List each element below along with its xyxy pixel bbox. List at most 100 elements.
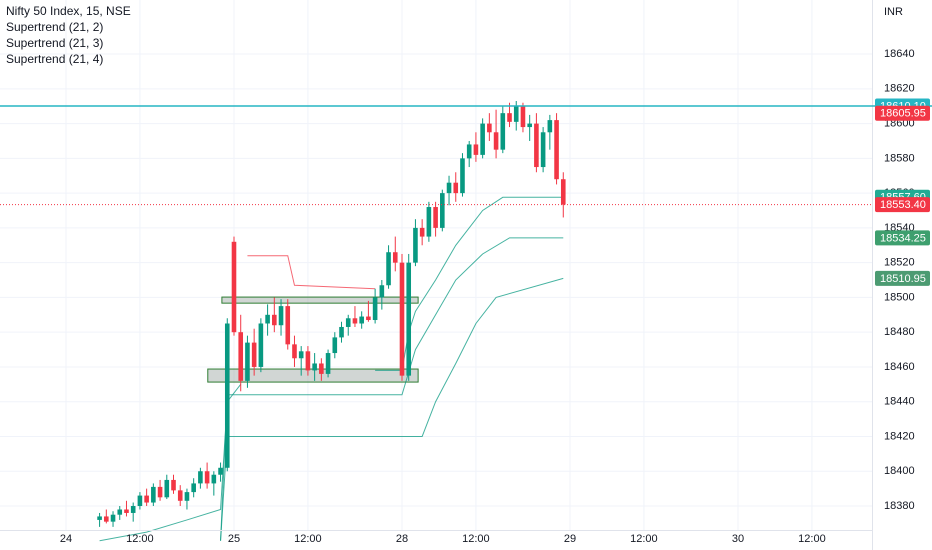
candle-body (419, 227, 425, 237)
candle-body (238, 332, 244, 381)
candle-body (312, 363, 317, 371)
x-tick-label: 12:00 (630, 533, 658, 545)
supertrend-line (247, 255, 376, 290)
candle-body (339, 326, 344, 338)
candle-body (426, 207, 432, 237)
y-tick-label: 18640 (884, 48, 915, 60)
candle-body (466, 144, 472, 159)
candle-body (157, 486, 163, 498)
candle-body (386, 252, 391, 286)
price-label-box (875, 230, 930, 246)
x-tick-label: 12:00 (126, 533, 154, 545)
price-label-box (875, 197, 930, 213)
candle-body (164, 479, 170, 498)
y-tick-label: 18380 (884, 500, 915, 512)
candle-body (366, 316, 371, 321)
candle-body (110, 514, 116, 522)
zone (221, 296, 419, 304)
candle-body (487, 123, 492, 133)
candle-body (272, 314, 277, 326)
price-label-box (875, 105, 930, 121)
candle-body (184, 492, 190, 501)
x-tick-label: 28 (396, 533, 408, 545)
currency: INR (884, 6, 903, 18)
candle-body (540, 132, 546, 168)
candle-body (204, 471, 210, 484)
axes: 18380 18400 18420 18440 18460 18480 18500 18520… (60, 48, 932, 545)
x-tick-label: 25 (228, 533, 240, 545)
candle-body (130, 506, 136, 513)
candle-body (265, 314, 270, 324)
legend-entry: Supertrend (21, 3) (6, 36, 103, 50)
candle-body (325, 353, 331, 374)
price-label: 18534.25 (880, 232, 926, 244)
candle-body (500, 113, 506, 150)
plot (0, 100, 872, 542)
candle-body (144, 495, 149, 503)
candle-body (117, 509, 123, 515)
candle-body (211, 474, 217, 484)
candle-body (560, 179, 566, 205)
supertrend-line (220, 277, 564, 541)
candle-body (547, 120, 553, 133)
candle-body (507, 113, 512, 122)
candle-body (258, 323, 264, 367)
price-label: 18510.95 (880, 273, 926, 285)
candle-body (352, 318, 358, 324)
candle-body (198, 471, 203, 484)
candle-body (446, 182, 452, 194)
candle-body (319, 363, 324, 374)
y-tick-label: 18480 (884, 326, 915, 338)
candle-body (453, 182, 459, 194)
x-tick-label: 12:00 (462, 533, 490, 545)
candle-body (171, 479, 176, 491)
legend-entry: Supertrend (21, 4) (6, 52, 103, 66)
candle-body (97, 516, 102, 520)
candle-body (513, 106, 519, 122)
supertrend-line (220, 237, 564, 541)
y-tick-label: 18520 (884, 257, 915, 269)
y-tick-label: 18400 (884, 465, 915, 477)
candle-body (392, 252, 398, 263)
price-label-box (875, 270, 930, 286)
y-tick-label: 18460 (884, 361, 915, 373)
candle-body (218, 467, 223, 475)
candle-body (440, 193, 445, 228)
candle-body (379, 285, 385, 298)
candle-body (460, 158, 465, 194)
candle-body (298, 351, 304, 359)
candle-body (345, 318, 351, 327)
y-tick-label: 18420 (884, 430, 915, 442)
x-tick-label: 12:00 (294, 533, 322, 545)
candle-body (480, 123, 485, 155)
candle-body (177, 490, 183, 501)
price-label: 18553.40 (880, 199, 926, 211)
candle-body (292, 344, 297, 359)
candle-body (332, 337, 338, 354)
x-tick-label: 12:00 (798, 533, 826, 545)
candle-body (399, 262, 405, 376)
candle-body (413, 227, 418, 263)
candle-body (473, 144, 479, 155)
candle-body (359, 316, 364, 324)
candle-body (285, 306, 291, 345)
grid (0, 0, 872, 530)
y-tick-label: 18500 (884, 291, 915, 303)
candle-body (493, 132, 499, 150)
y-tick-label: 18440 (884, 396, 915, 408)
candle-body (554, 120, 559, 180)
candle-body (534, 123, 539, 168)
candle-body (224, 323, 230, 468)
candle-body (251, 342, 257, 367)
candle-body (151, 486, 156, 503)
candle-body (231, 241, 237, 333)
chart-title: Nifty 50 Index, 15, NSE (6, 4, 131, 18)
y-tick-label: 18620 (884, 83, 915, 95)
candle-body (527, 123, 532, 128)
y-tick-label: 18580 (884, 152, 915, 164)
candle-body (372, 297, 378, 321)
candle-body (104, 516, 109, 522)
x-tick-label: 29 (564, 533, 576, 545)
